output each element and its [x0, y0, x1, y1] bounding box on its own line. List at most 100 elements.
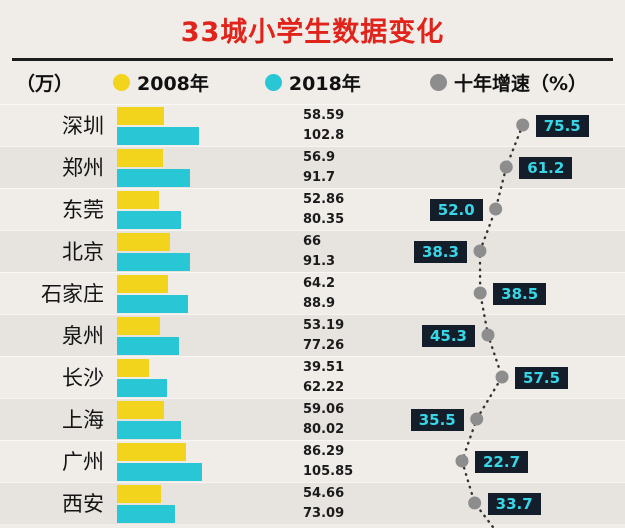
city-label: 西安: [62, 492, 104, 516]
growth-badge: 57.5: [515, 366, 569, 389]
bar-2018: [117, 505, 176, 523]
bar-2008: [117, 233, 170, 251]
bar-group: [117, 275, 189, 313]
bar-2018: [117, 169, 191, 187]
chart-row: 深圳 58.59 102.8 75.5: [0, 104, 625, 146]
legend-dot-growth-icon: [429, 74, 447, 91]
city-label: 北京: [62, 240, 104, 264]
chart-legend: （万） 2008年 2018年 十年增速（%）: [0, 61, 625, 104]
bar-2018: [117, 463, 202, 481]
city-label: 郑州: [62, 156, 104, 180]
bar-2008: [117, 317, 160, 335]
legend-item-growth: 十年增速（%）: [429, 69, 587, 96]
value-2008: 52.86: [303, 192, 345, 207]
city-label: 长沙: [62, 366, 104, 390]
legend-dot-2018-icon: [264, 74, 282, 91]
value-2008: 86.29: [303, 444, 345, 459]
legend-label-2008: 2008年: [137, 73, 209, 95]
bar-group: [117, 401, 182, 439]
value-labels: 64.2 88.9: [303, 274, 335, 314]
value-2008: 64.2: [303, 276, 336, 291]
legend-item-2008: 2008年: [113, 69, 209, 96]
value-2018: 105.85: [303, 464, 354, 479]
value-labels: 52.86 80.35: [303, 190, 344, 230]
value-labels: 53.19 77.26: [303, 316, 344, 356]
growth-badge: 45.3: [421, 324, 475, 347]
bar-group: [117, 149, 191, 187]
chart-row: 东莞 52.86 80.35 52.0: [0, 188, 625, 230]
bar-group: [117, 443, 202, 481]
city-label: 上海: [62, 408, 104, 432]
value-2008: 39.51: [303, 360, 345, 375]
bar-group: [117, 107, 200, 145]
growth-badge: 38.5: [493, 282, 547, 305]
value-2018: 91.7: [303, 170, 336, 185]
bar-2008: [117, 485, 161, 503]
bar-2008: [117, 359, 149, 377]
bar-group: [117, 191, 182, 229]
legend-label-growth: 十年增速（%）: [453, 73, 587, 95]
chart-row: 长沙 39.51 62.22 57.5: [0, 356, 625, 398]
city-label: 东莞: [62, 198, 104, 222]
value-2008: 66: [303, 234, 322, 249]
bar-group: [117, 233, 191, 271]
chart-row: 北京 66 91.3 38.3: [0, 230, 625, 272]
growth-badge: 22.7: [475, 450, 529, 473]
title-divider: [12, 58, 613, 61]
bar-2018: [117, 379, 167, 397]
growth-badge: 52.0: [429, 198, 483, 221]
value-labels: 66 91.3: [303, 232, 335, 272]
chart-row: 西安 54.66 73.09 33.7: [0, 482, 625, 524]
growth-badge: 61.2: [519, 156, 573, 179]
value-labels: 59.06 80.02: [303, 400, 344, 440]
value-labels: 86.29 105.85: [303, 442, 353, 482]
bar-2008: [117, 107, 164, 125]
value-2008: 54.66: [303, 486, 345, 501]
chart-row: 郑州 56.9 91.7 61.2: [0, 146, 625, 188]
value-2018: 77.26: [303, 338, 345, 353]
bar-group: [117, 317, 179, 355]
city-label: 广州: [62, 450, 104, 474]
bar-2018: [117, 127, 200, 145]
bar-2008: [117, 149, 163, 167]
legend-dot-2008-icon: [113, 74, 131, 91]
value-labels: 58.59 102.8: [303, 106, 344, 146]
city-label: 泉州: [62, 324, 104, 348]
chart-rows: 深圳 58.59 102.8 75.5 郑州 56.9 91.7 61.2 东莞…: [0, 104, 625, 528]
value-labels: 39.51 62.22: [303, 358, 344, 398]
bar-2008: [117, 191, 160, 209]
chart-row: 广州 86.29 105.85 22.7: [0, 440, 625, 482]
value-2018: 80.35: [303, 212, 345, 227]
city-label: 深圳: [62, 114, 104, 138]
growth-badge: 33.7: [487, 492, 541, 515]
value-2008: 53.19: [303, 318, 345, 333]
chart-row: 石家庄 64.2 88.9 38.5: [0, 272, 625, 314]
bar-2018: [117, 253, 191, 271]
value-2018: 80.02: [303, 422, 345, 437]
value-labels: 54.66 73.09: [303, 484, 344, 524]
value-2018: 88.9: [303, 296, 336, 311]
bar-group: [117, 359, 167, 397]
bar-2018: [117, 295, 189, 313]
value-2008: 59.06: [303, 402, 345, 417]
bar-group: [117, 485, 176, 523]
value-2018: 102.8: [303, 128, 345, 143]
bar-2008: [117, 275, 169, 293]
city-label: 石家庄: [41, 282, 104, 306]
growth-badge: 38.3: [413, 240, 467, 263]
bar-2008: [117, 401, 165, 419]
legend-item-2018: 2018年: [264, 69, 361, 96]
bar-2008: [117, 443, 187, 461]
value-labels: 56.9 91.7: [303, 148, 335, 188]
value-2018: 62.22: [303, 380, 345, 395]
bar-2018: [117, 211, 182, 229]
value-2018: 73.09: [303, 506, 345, 521]
value-2008: 58.59: [303, 108, 345, 123]
growth-badge: 35.5: [410, 408, 464, 431]
growth-badge: 75.5: [535, 114, 589, 137]
chart-row: 泉州 53.19 77.26 45.3: [0, 314, 625, 356]
chart-row: 上海 59.06 80.02 35.5: [0, 398, 625, 440]
unit-label: （万）: [16, 73, 74, 95]
bar-2018: [117, 421, 182, 439]
